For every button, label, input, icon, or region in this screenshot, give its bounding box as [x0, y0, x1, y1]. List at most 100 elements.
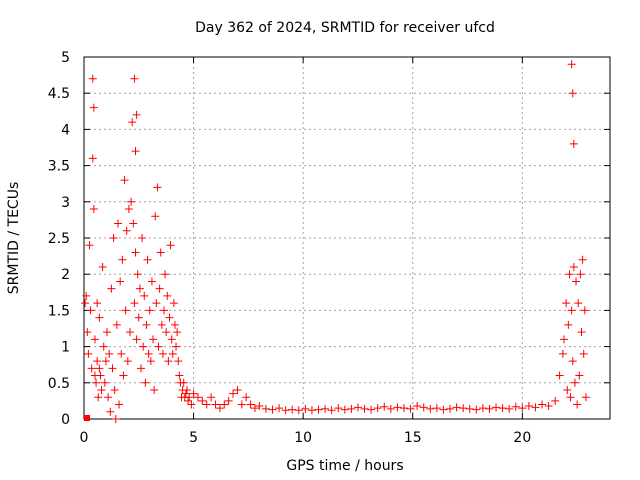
data-point — [92, 378, 101, 387]
data-point — [399, 404, 408, 413]
data-point — [573, 400, 582, 409]
y-tick-label: 3.5 — [48, 159, 70, 175]
data-point — [86, 306, 95, 315]
data-point — [106, 407, 115, 416]
data-point — [211, 400, 220, 409]
data-point — [150, 386, 159, 395]
data-point — [166, 241, 175, 250]
data-point — [113, 219, 122, 228]
x-axis-label: GPS time / hours — [286, 458, 403, 474]
data-point — [141, 378, 150, 387]
y-tick-label: 2.5 — [48, 231, 70, 247]
data-point — [145, 306, 154, 315]
data-point — [193, 393, 202, 402]
data-point — [134, 313, 143, 322]
data-point — [183, 386, 192, 395]
data-point — [95, 364, 104, 373]
y-tick-label: 1.5 — [48, 303, 70, 319]
data-point — [478, 404, 487, 413]
data-point — [340, 405, 349, 414]
data-point — [133, 270, 142, 279]
data-point — [119, 371, 128, 380]
data-point — [130, 299, 139, 308]
data-point — [109, 234, 118, 242]
data-point — [111, 415, 120, 423]
data-point — [459, 404, 468, 413]
data-point — [116, 277, 125, 286]
data-point — [172, 342, 181, 351]
data-point — [105, 349, 114, 358]
data-points — [81, 60, 590, 423]
data-point — [562, 299, 571, 308]
data-point — [144, 349, 153, 358]
data-point — [168, 349, 177, 358]
data-point — [246, 400, 255, 409]
data-point — [314, 405, 323, 414]
x-tick-label: 15 — [404, 430, 422, 446]
x-tick-label: 5 — [189, 430, 198, 446]
data-point — [406, 404, 415, 413]
data-point — [220, 400, 229, 409]
data-point — [579, 349, 588, 358]
data-point — [250, 404, 259, 413]
data-point — [237, 400, 246, 409]
data-point — [301, 404, 310, 413]
data-point — [229, 389, 238, 398]
data-point — [95, 313, 104, 322]
data-point — [139, 342, 148, 351]
plot-frame — [83, 56, 611, 420]
data-point — [288, 405, 297, 414]
y-tick-label: 5 — [61, 50, 70, 66]
data-point — [165, 313, 174, 322]
data-point — [327, 406, 336, 415]
data-point — [104, 393, 113, 402]
data-point — [120, 176, 129, 185]
data-point — [446, 404, 455, 413]
y-tick-label: 2 — [61, 267, 70, 283]
y-axis-label: SRMTID / TECUs — [6, 182, 22, 295]
data-point — [198, 396, 207, 405]
data-point — [87, 364, 96, 373]
data-point — [564, 320, 573, 329]
data-point — [89, 103, 98, 112]
data-point — [432, 404, 441, 413]
data-point — [565, 270, 574, 279]
data-point — [84, 349, 93, 358]
data-point — [174, 357, 183, 366]
data-point — [581, 393, 590, 402]
data-point — [164, 357, 173, 366]
y-tick-label: 1 — [61, 340, 70, 356]
y-tick-label: 4.5 — [48, 86, 70, 102]
data-point — [511, 402, 520, 411]
data-point — [110, 386, 119, 395]
data-point — [189, 389, 198, 398]
data-point — [107, 284, 116, 293]
data-point — [170, 320, 179, 329]
data-point — [136, 364, 145, 373]
data-point — [112, 320, 121, 329]
data-point — [367, 405, 376, 414]
data-point — [117, 349, 126, 358]
data-point — [128, 118, 137, 127]
x-tick-label: 20 — [513, 430, 531, 446]
data-point — [393, 403, 402, 412]
data-point — [143, 255, 152, 264]
data-point — [568, 357, 577, 366]
data-point — [576, 270, 585, 279]
data-point — [472, 405, 481, 414]
data-point — [268, 405, 277, 414]
data-point — [569, 139, 578, 148]
data-point — [179, 378, 188, 387]
data-point — [94, 393, 103, 402]
data-point — [386, 404, 395, 413]
data-point — [151, 212, 160, 221]
data-point — [154, 342, 163, 351]
data-point — [426, 404, 435, 413]
data-point — [574, 299, 583, 308]
data-point — [569, 262, 578, 271]
data-point — [567, 306, 576, 315]
data-point — [129, 219, 138, 228]
data-point — [242, 393, 251, 402]
data-point — [373, 404, 382, 413]
data-point — [173, 328, 182, 337]
